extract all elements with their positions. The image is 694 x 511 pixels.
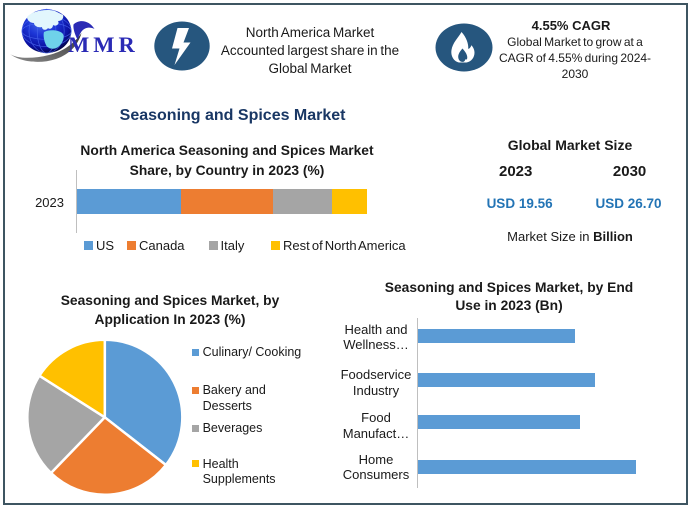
svg-text:MMR: MMR <box>68 32 139 57</box>
